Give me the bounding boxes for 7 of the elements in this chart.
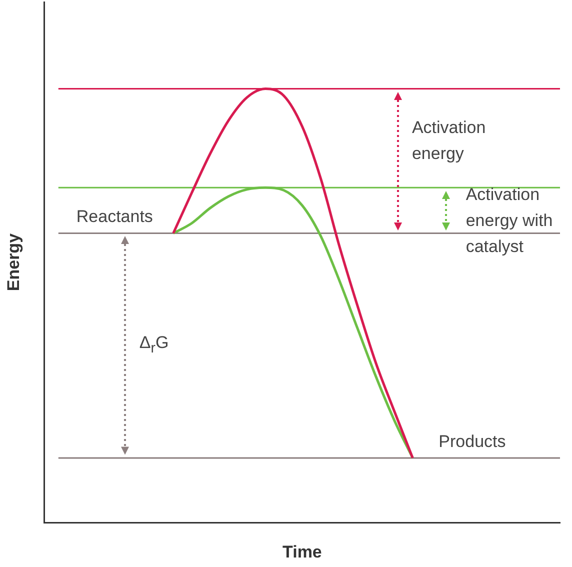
ref-line-label: Reactants xyxy=(76,206,153,228)
x-axis-title: Time xyxy=(282,542,322,562)
annotation: Δ$_{r}$G xyxy=(139,332,170,358)
ref-line-label: Products xyxy=(438,430,506,453)
annotation: Activation energy xyxy=(412,116,487,165)
y-axis-title: Energy xyxy=(4,232,23,292)
annotation: Activation energy with catalyst xyxy=(466,184,554,258)
